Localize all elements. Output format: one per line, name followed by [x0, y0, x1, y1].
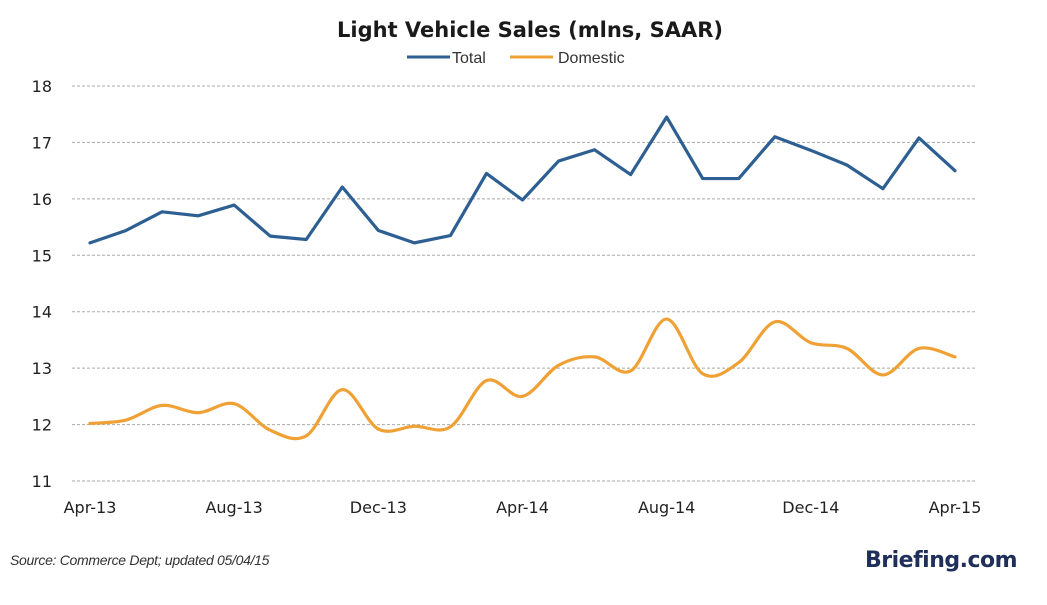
x-tick-label: Apr-13	[64, 498, 117, 517]
series-line-total	[88, 115, 957, 245]
series-group	[88, 115, 957, 441]
y-tick-label: 13	[32, 359, 52, 378]
gridlines	[72, 85, 975, 482]
y-tick-label: 16	[32, 190, 52, 209]
y-tick-label: 18	[32, 77, 52, 96]
legend: Total Domestic	[407, 50, 625, 67]
y-tick-label: 14	[32, 303, 52, 322]
x-axis: Apr-13 Aug-13 Dec-13 Apr-14 Aug-14 Dec-14 Apr-…	[64, 498, 982, 517]
x-tick-label: Apr-14	[496, 498, 549, 517]
x-tick-label: Aug-13	[205, 498, 262, 517]
source-note: Source: Commerce Dept; updated 05/04/15	[10, 552, 270, 568]
x-tick-label: Dec-13	[350, 498, 407, 517]
y-tick-label: 15	[32, 246, 52, 265]
y-tick-label: 11	[32, 472, 52, 491]
chart-title: Light Vehicle Sales (mlns, SAAR)	[337, 18, 723, 42]
x-tick-label: Dec-14	[782, 498, 839, 517]
x-tick-label: Aug-14	[638, 498, 695, 517]
x-tick-label: Apr-15	[929, 498, 982, 517]
y-tick-label: 12	[32, 416, 52, 435]
series-line-domestic	[88, 317, 957, 441]
legend-label-domestic: Domestic	[558, 50, 625, 67]
y-tick-label: 17	[32, 133, 52, 152]
legend-label-total: Total	[452, 50, 486, 67]
y-axis: 11 12 13 14 15 16 17 18	[32, 77, 52, 491]
brand-logo: Briefing.com	[865, 548, 1018, 573]
